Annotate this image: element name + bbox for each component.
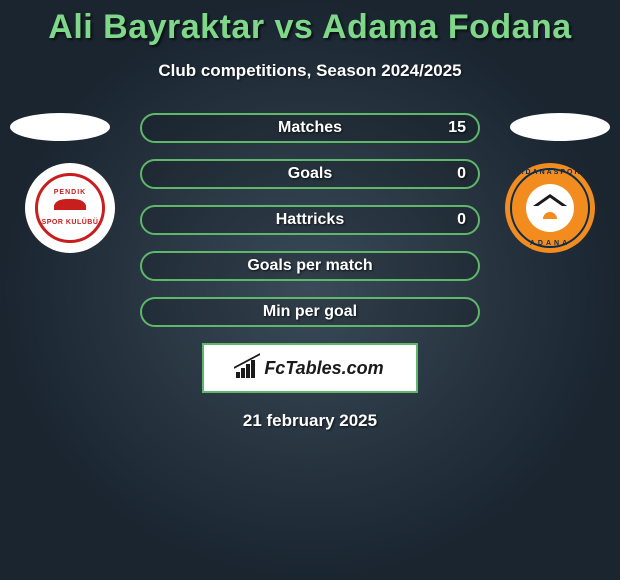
player-photo-placeholder-right	[510, 113, 610, 141]
stat-label: Matches	[142, 115, 478, 141]
club-badge-right: ADANASPOR ADANA	[505, 163, 595, 253]
stat-label: Goals	[142, 161, 478, 187]
stat-bars: Matches15Goals0Hattricks0Goals per match…	[140, 113, 480, 327]
fctables-logo: FcTables.com	[202, 343, 418, 393]
stat-bar: Goals0	[140, 159, 480, 189]
stat-bar: Matches15	[140, 113, 480, 143]
badge-right-bottom-text: ADANA	[530, 240, 570, 247]
stat-right-value: 15	[448, 115, 466, 141]
comparison-content: PENDIK SPOR KULÜBÜ ADANASPOR ADANA Match…	[0, 113, 620, 431]
player-photo-placeholder-left	[10, 113, 110, 141]
stat-bar: Hattricks0	[140, 205, 480, 235]
stat-bar: Goals per match	[140, 251, 480, 281]
stat-bar: Min per goal	[140, 297, 480, 327]
stat-label: Goals per match	[142, 253, 478, 279]
page-title: Ali Bayraktar vs Adama Fodana	[0, 0, 620, 47]
chart-icon	[236, 358, 258, 378]
subtitle: Club competitions, Season 2024/2025	[0, 61, 620, 81]
badge-left-top-text: PENDIK	[42, 189, 99, 197]
logo-text: FcTables.com	[264, 358, 383, 379]
stat-right-value: 0	[457, 161, 466, 187]
badge-left-bottom-text: SPOR KULÜBÜ	[42, 219, 99, 227]
stat-label: Hattricks	[142, 207, 478, 233]
comparison-date: 21 february 2025	[0, 411, 620, 431]
pendik-badge-icon: PENDIK SPOR KULÜBÜ	[42, 189, 99, 226]
club-badge-left: PENDIK SPOR KULÜBÜ	[25, 163, 115, 253]
stat-label: Min per goal	[142, 299, 478, 325]
adanaspor-badge-icon	[526, 184, 574, 232]
badge-right-top-text: ADANASPOR	[518, 169, 581, 176]
stat-right-value: 0	[457, 207, 466, 233]
